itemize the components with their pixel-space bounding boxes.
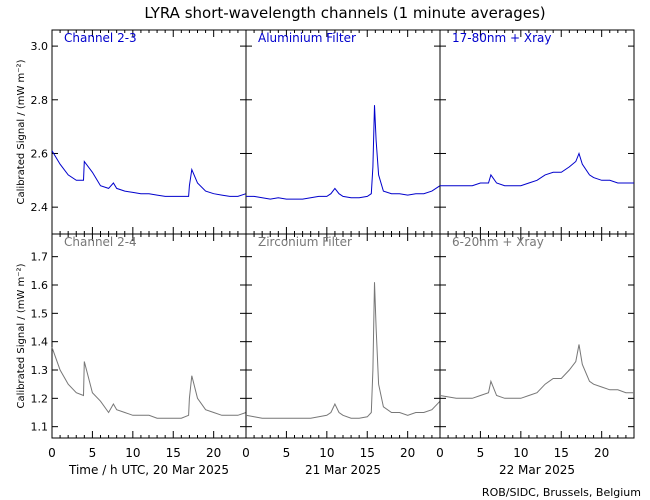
panel-label: Channel 2-4 bbox=[64, 235, 137, 249]
x-tick-label: 15 bbox=[360, 446, 375, 460]
x-axis-label: 22 Mar 2025 bbox=[499, 463, 575, 477]
x-tick-label: 5 bbox=[477, 446, 485, 460]
y-tick-label: 2.6 bbox=[31, 147, 49, 160]
y-tick-label: 1.7 bbox=[31, 251, 49, 264]
x-tick-label: 15 bbox=[554, 446, 569, 460]
y-tick-label: 1.5 bbox=[31, 307, 49, 320]
y-tick-label: 3.0 bbox=[31, 40, 49, 53]
y-axis-label: Calibrated Signal / (mW m⁻²) bbox=[16, 263, 27, 408]
y-tick-label: 1.2 bbox=[31, 392, 49, 405]
series-line bbox=[440, 152, 634, 187]
y-tick-label: 1.6 bbox=[31, 279, 49, 292]
x-axis-label: 21 Mar 2025 bbox=[305, 463, 381, 477]
panel-frame bbox=[439, 233, 635, 439]
x-tick-label: 0 bbox=[242, 446, 250, 460]
series-line bbox=[246, 105, 441, 200]
panel-frame bbox=[245, 233, 441, 439]
series-line bbox=[51, 347, 247, 419]
chart-title: LYRA short-wavelength channels (1 minute… bbox=[144, 4, 545, 22]
panel-label: Channel 2-3 bbox=[64, 31, 137, 45]
panel-frame bbox=[51, 233, 247, 439]
x-tick-label: 0 bbox=[48, 446, 56, 460]
panel-frame bbox=[439, 29, 635, 235]
panel-label: Zirconium Filter bbox=[258, 235, 352, 249]
y-tick-label: 1.4 bbox=[31, 336, 49, 349]
plot-area: Calibrated Signal / (mW m⁻²) 2.4 2.6 2.8 3.0… bbox=[16, 29, 635, 477]
y-axis-label: Calibrated Signal / (mW m⁻²) bbox=[16, 59, 27, 204]
y-tick-label: 1.3 bbox=[31, 364, 49, 377]
x-tick-label: 20 bbox=[400, 446, 415, 460]
x-tick-label: 10 bbox=[513, 446, 528, 460]
credit-text: ROB/SIDC, Brussels, Belgium bbox=[482, 486, 641, 499]
series-line bbox=[439, 344, 634, 399]
x-tick-label: 5 bbox=[283, 446, 291, 460]
x-tick-label: 20 bbox=[206, 446, 221, 460]
y-tick-label: 2.4 bbox=[31, 201, 49, 214]
panel-label: 17-80nm + Xray bbox=[452, 31, 551, 45]
y-tick-label: 1.1 bbox=[31, 421, 49, 434]
x-tick-label: 10 bbox=[125, 446, 140, 460]
x-tick-label: 20 bbox=[594, 446, 609, 460]
series-line bbox=[245, 282, 441, 419]
panel-frame bbox=[245, 29, 441, 235]
x-axis-label: Time / h UTC, 20 Mar 2025 bbox=[68, 463, 229, 477]
series-line bbox=[51, 150, 247, 197]
x-tick-label: 15 bbox=[166, 446, 181, 460]
y-tick-label: 2.8 bbox=[31, 94, 49, 107]
x-tick-label: 5 bbox=[89, 446, 97, 460]
x-tick-label: 0 bbox=[436, 446, 444, 460]
panel-frame bbox=[51, 29, 247, 235]
panel-label: 6-20nm + Xray bbox=[452, 235, 544, 249]
x-tick-label: 10 bbox=[319, 446, 334, 460]
panel-label: Aluminium Filter bbox=[258, 31, 356, 45]
